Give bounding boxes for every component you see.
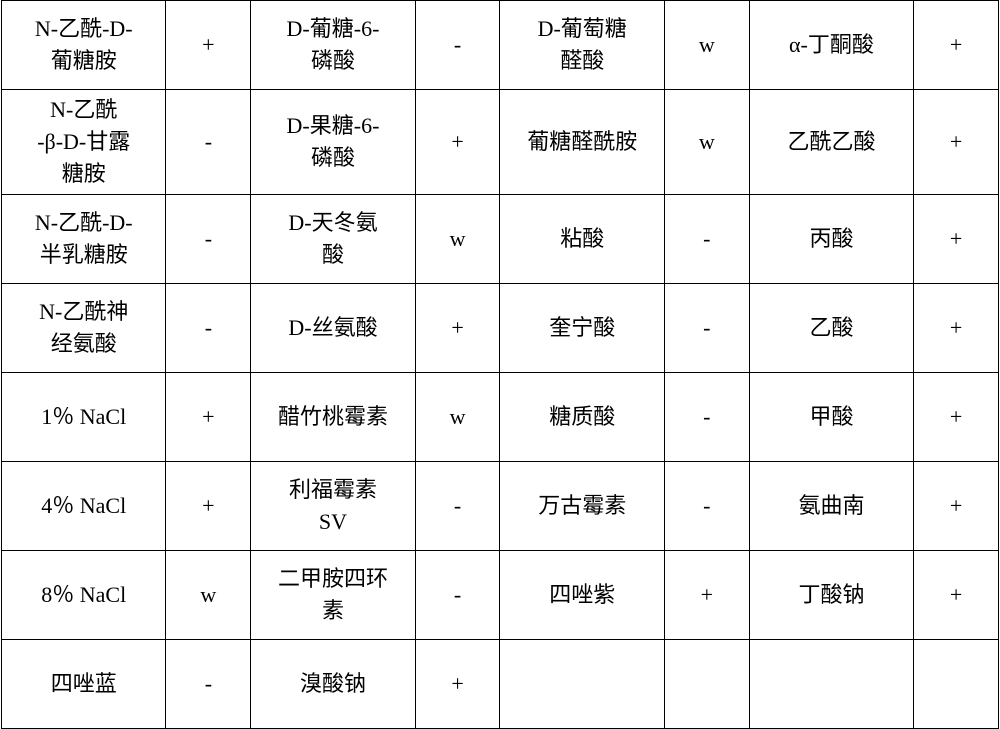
compound-cell: D-天冬氨酸 bbox=[251, 194, 415, 283]
table-row: N-乙酰-D-葡糖胺+D-葡糖-6-磷酸-D-葡萄糖醛酸wα-丁酮酸+ bbox=[2, 1, 999, 90]
compound-cell: D-葡糖-6-磷酸 bbox=[251, 1, 415, 90]
compound-cell: 溴酸钠 bbox=[251, 639, 415, 728]
table-row: N-乙酰-β-D-甘露糖胺-D-果糖-6-磷酸+葡糖醛酰胺w乙酰乙酸+ bbox=[2, 90, 999, 195]
table-row: 1％ NaCl+醋竹桃霉素w糖质酸-甲酸+ bbox=[2, 372, 999, 461]
compound-cell: 葡糖醛酰胺 bbox=[500, 90, 664, 195]
value-cell: + bbox=[415, 639, 500, 728]
value-cell: + bbox=[914, 283, 999, 372]
value-cell: - bbox=[166, 194, 251, 283]
value-cell: - bbox=[415, 550, 500, 639]
value-cell: + bbox=[914, 372, 999, 461]
value-cell: + bbox=[914, 194, 999, 283]
value-cell: w bbox=[166, 550, 251, 639]
table-container: N-乙酰-D-葡糖胺+D-葡糖-6-磷酸-D-葡萄糖醛酸wα-丁酮酸+N-乙酰-… bbox=[1, 0, 999, 729]
compound-cell bbox=[500, 639, 664, 728]
value-cell: - bbox=[415, 1, 500, 90]
compound-cell: N-乙酰-β-D-甘露糖胺 bbox=[2, 90, 166, 195]
compound-cell: 氨曲南 bbox=[749, 461, 913, 550]
compound-cell: 醋竹桃霉素 bbox=[251, 372, 415, 461]
compound-cell: D-丝氨酸 bbox=[251, 283, 415, 372]
value-cell: w bbox=[664, 90, 749, 195]
value-cell: - bbox=[166, 90, 251, 195]
compound-cell: N-乙酰-D-葡糖胺 bbox=[2, 1, 166, 90]
table-body: N-乙酰-D-葡糖胺+D-葡糖-6-磷酸-D-葡萄糖醛酸wα-丁酮酸+N-乙酰-… bbox=[2, 1, 999, 729]
value-cell: + bbox=[914, 1, 999, 90]
value-cell: + bbox=[664, 550, 749, 639]
value-cell: - bbox=[415, 461, 500, 550]
compound-cell: 四唑蓝 bbox=[2, 639, 166, 728]
compound-cell: 4％ NaCl bbox=[2, 461, 166, 550]
compound-cell: 二甲胺四环素 bbox=[251, 550, 415, 639]
table-row: N-乙酰-D-半乳糖胺-D-天冬氨酸w粘酸-丙酸+ bbox=[2, 194, 999, 283]
table-row: 8％ NaClw二甲胺四环素-四唑紫+丁酸钠+ bbox=[2, 550, 999, 639]
value-cell: - bbox=[664, 372, 749, 461]
value-cell: w bbox=[415, 372, 500, 461]
compound-cell: 丙酸 bbox=[749, 194, 913, 283]
value-cell: + bbox=[914, 550, 999, 639]
compound-cell: D-葡萄糖醛酸 bbox=[500, 1, 664, 90]
compound-cell: 万古霉素 bbox=[500, 461, 664, 550]
value-cell: w bbox=[664, 1, 749, 90]
compound-cell: N-乙酰神经氨酸 bbox=[2, 283, 166, 372]
compound-cell: 乙酰乙酸 bbox=[749, 90, 913, 195]
value-cell: + bbox=[914, 90, 999, 195]
compound-cell: D-果糖-6-磷酸 bbox=[251, 90, 415, 195]
value-cell: - bbox=[664, 194, 749, 283]
compound-cell: 1％ NaCl bbox=[2, 372, 166, 461]
compound-cell: 丁酸钠 bbox=[749, 550, 913, 639]
table-row: N-乙酰神经氨酸-D-丝氨酸+奎宁酸-乙酸+ bbox=[2, 283, 999, 372]
compound-cell: N-乙酰-D-半乳糖胺 bbox=[2, 194, 166, 283]
compound-cell bbox=[749, 639, 913, 728]
compound-table: N-乙酰-D-葡糖胺+D-葡糖-6-磷酸-D-葡萄糖醛酸wα-丁酮酸+N-乙酰-… bbox=[1, 0, 999, 729]
value-cell: + bbox=[166, 372, 251, 461]
table-row: 四唑蓝-溴酸钠+ bbox=[2, 639, 999, 728]
value-cell: - bbox=[664, 283, 749, 372]
value-cell: + bbox=[166, 1, 251, 90]
compound-cell: α-丁酮酸 bbox=[749, 1, 913, 90]
table-row: 4％ NaCl+利福霉素SV-万古霉素-氨曲南+ bbox=[2, 461, 999, 550]
value-cell: + bbox=[914, 461, 999, 550]
value-cell: + bbox=[415, 90, 500, 195]
value-cell: - bbox=[664, 461, 749, 550]
value-cell: - bbox=[166, 639, 251, 728]
value-cell: - bbox=[166, 283, 251, 372]
compound-cell: 糖质酸 bbox=[500, 372, 664, 461]
value-cell: + bbox=[166, 461, 251, 550]
compound-cell: 奎宁酸 bbox=[500, 283, 664, 372]
value-cell bbox=[664, 639, 749, 728]
compound-cell: 四唑紫 bbox=[500, 550, 664, 639]
compound-cell: 8％ NaCl bbox=[2, 550, 166, 639]
compound-cell: 粘酸 bbox=[500, 194, 664, 283]
compound-cell: 乙酸 bbox=[749, 283, 913, 372]
value-cell bbox=[914, 639, 999, 728]
value-cell: + bbox=[415, 283, 500, 372]
compound-cell: 甲酸 bbox=[749, 372, 913, 461]
compound-cell: 利福霉素SV bbox=[251, 461, 415, 550]
value-cell: w bbox=[415, 194, 500, 283]
